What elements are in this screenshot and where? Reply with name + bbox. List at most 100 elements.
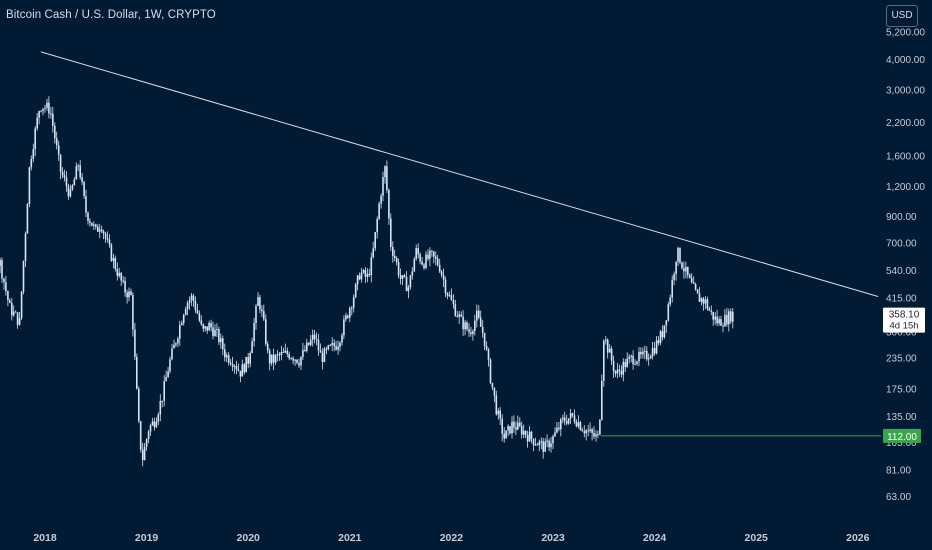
- candle-body: [65, 177, 68, 187]
- candle-body: [0, 260, 1, 266]
- currency-button[interactable]: USD: [886, 5, 918, 27]
- candle-body: [333, 343, 335, 347]
- candle-body: [509, 426, 511, 434]
- candle-body: [202, 324, 205, 329]
- candles-layer: [0, 96, 734, 467]
- candle-body: [163, 381, 165, 401]
- candle-body: [503, 433, 505, 439]
- candle-body: [120, 272, 122, 281]
- current-price-box: [883, 307, 925, 333]
- candle-body: [720, 319, 722, 326]
- candle-body: [110, 244, 113, 261]
- candle-body: [182, 314, 185, 324]
- candle-body: [427, 254, 429, 259]
- candle-body: [12, 311, 15, 316]
- candle-body: [685, 266, 687, 272]
- price-tick-label: 63.00: [886, 492, 911, 503]
- candle-body: [132, 295, 134, 330]
- candle-body: [218, 329, 220, 343]
- candle-body: [517, 422, 519, 430]
- candle-body: [524, 430, 527, 435]
- candle-body: [311, 334, 314, 340]
- candle-body: [67, 186, 70, 197]
- candle-body: [646, 350, 648, 360]
- candle-body: [540, 441, 543, 443]
- price-tick-label: 300.00: [886, 328, 917, 339]
- candle-body: [79, 165, 81, 178]
- candle-body: [222, 338, 224, 350]
- candle-body: [550, 443, 552, 448]
- time-tick-label: 2025: [745, 532, 769, 544]
- candle-body: [595, 434, 597, 437]
- price-tick-label: 1,600.00: [886, 152, 925, 163]
- time-tick-label: 2019: [135, 532, 159, 544]
- candle-body: [100, 229, 103, 232]
- candle-body: [624, 362, 627, 368]
- candle-body: [618, 369, 621, 371]
- candle-body: [393, 255, 396, 258]
- candle-body: [710, 310, 713, 312]
- candle-body: [233, 366, 236, 368]
- candle-body: [54, 125, 56, 139]
- candle-body: [7, 291, 9, 301]
- candle-body: [343, 319, 345, 336]
- price-tick-label: 135.00: [886, 412, 917, 423]
- candle-body: [374, 232, 376, 249]
- candle-body: [462, 316, 464, 330]
- candle-body: [413, 259, 416, 272]
- candle-body: [675, 261, 677, 274]
- candle-body: [519, 422, 521, 426]
- candle-body: [681, 262, 683, 269]
- candle-body: [573, 415, 576, 422]
- candle-body: [616, 369, 619, 374]
- candle-body: [167, 371, 169, 378]
- candle-body: [130, 291, 132, 295]
- candle-body: [116, 269, 119, 276]
- price-tick-label: 175.00: [886, 384, 917, 395]
- candle-body: [726, 314, 728, 325]
- candle-body: [435, 256, 437, 259]
- candle-body: [298, 363, 300, 366]
- candle-body: [220, 338, 222, 343]
- price-tick-label: 540.00: [886, 266, 917, 277]
- candle-body: [530, 431, 533, 439]
- candle-body: [278, 354, 281, 356]
- candle-body: [401, 275, 404, 279]
- countdown-label: 4d 15h: [889, 321, 918, 332]
- candle-body: [200, 320, 203, 325]
- candle-body: [251, 341, 253, 353]
- candle-body: [20, 291, 23, 319]
- price-tick-label: 105.00: [886, 438, 917, 449]
- candle-body: [520, 425, 523, 435]
- candle-body: [42, 108, 44, 111]
- candle-body: [114, 258, 117, 270]
- candle-body: [591, 429, 593, 433]
- candle-body: [198, 313, 201, 321]
- candle-body: [548, 440, 550, 448]
- candle-body: [243, 364, 246, 373]
- candle-body: [71, 185, 74, 190]
- candle-body: [622, 362, 625, 375]
- candle-body: [272, 354, 275, 363]
- candle-body: [231, 364, 234, 367]
- time-axis: 2018 2019 2020 2021 2022 2023 2024 2025 2026: [33, 532, 869, 544]
- candle-body: [458, 314, 460, 317]
- candle-body: [249, 353, 251, 364]
- candle-body: [253, 323, 255, 342]
- candle-body: [481, 326, 484, 333]
- candle-body: [563, 417, 566, 422]
- candle-body: [354, 284, 357, 298]
- candle-body: [407, 287, 410, 291]
- candle-body: [358, 275, 361, 280]
- candle-body: [364, 270, 367, 277]
- candle-body: [143, 447, 146, 461]
- candle-body: [417, 248, 419, 255]
- candle-body: [300, 356, 302, 366]
- candle-body: [75, 166, 78, 180]
- candle-body: [225, 355, 228, 358]
- candle-body: [241, 364, 244, 377]
- candle-body: [98, 229, 101, 232]
- candle-body: [345, 315, 347, 320]
